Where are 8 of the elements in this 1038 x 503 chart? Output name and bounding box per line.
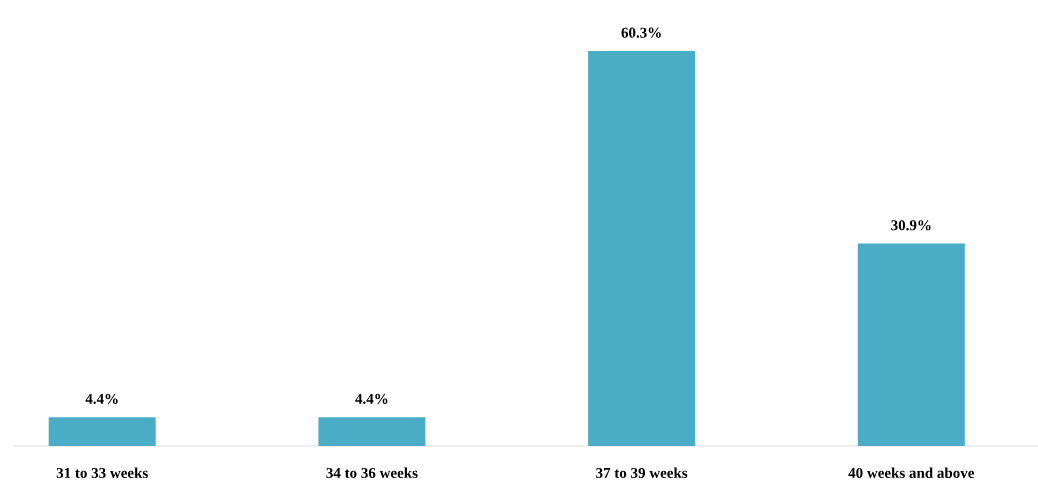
- x-tick-label: 31 to 33 weeks: [56, 467, 148, 478]
- data-label: 30.9%: [891, 220, 931, 231]
- x-tick-label: 37 to 39 weeks: [596, 467, 688, 478]
- x-tick-label: 40 weeks and above: [848, 467, 975, 478]
- data-label: 4.4%: [85, 393, 118, 404]
- data-label: 60.3%: [621, 27, 661, 38]
- data-label: 4.4%: [355, 393, 388, 404]
- x-tick-label: 34 to 36 weeks: [326, 467, 418, 478]
